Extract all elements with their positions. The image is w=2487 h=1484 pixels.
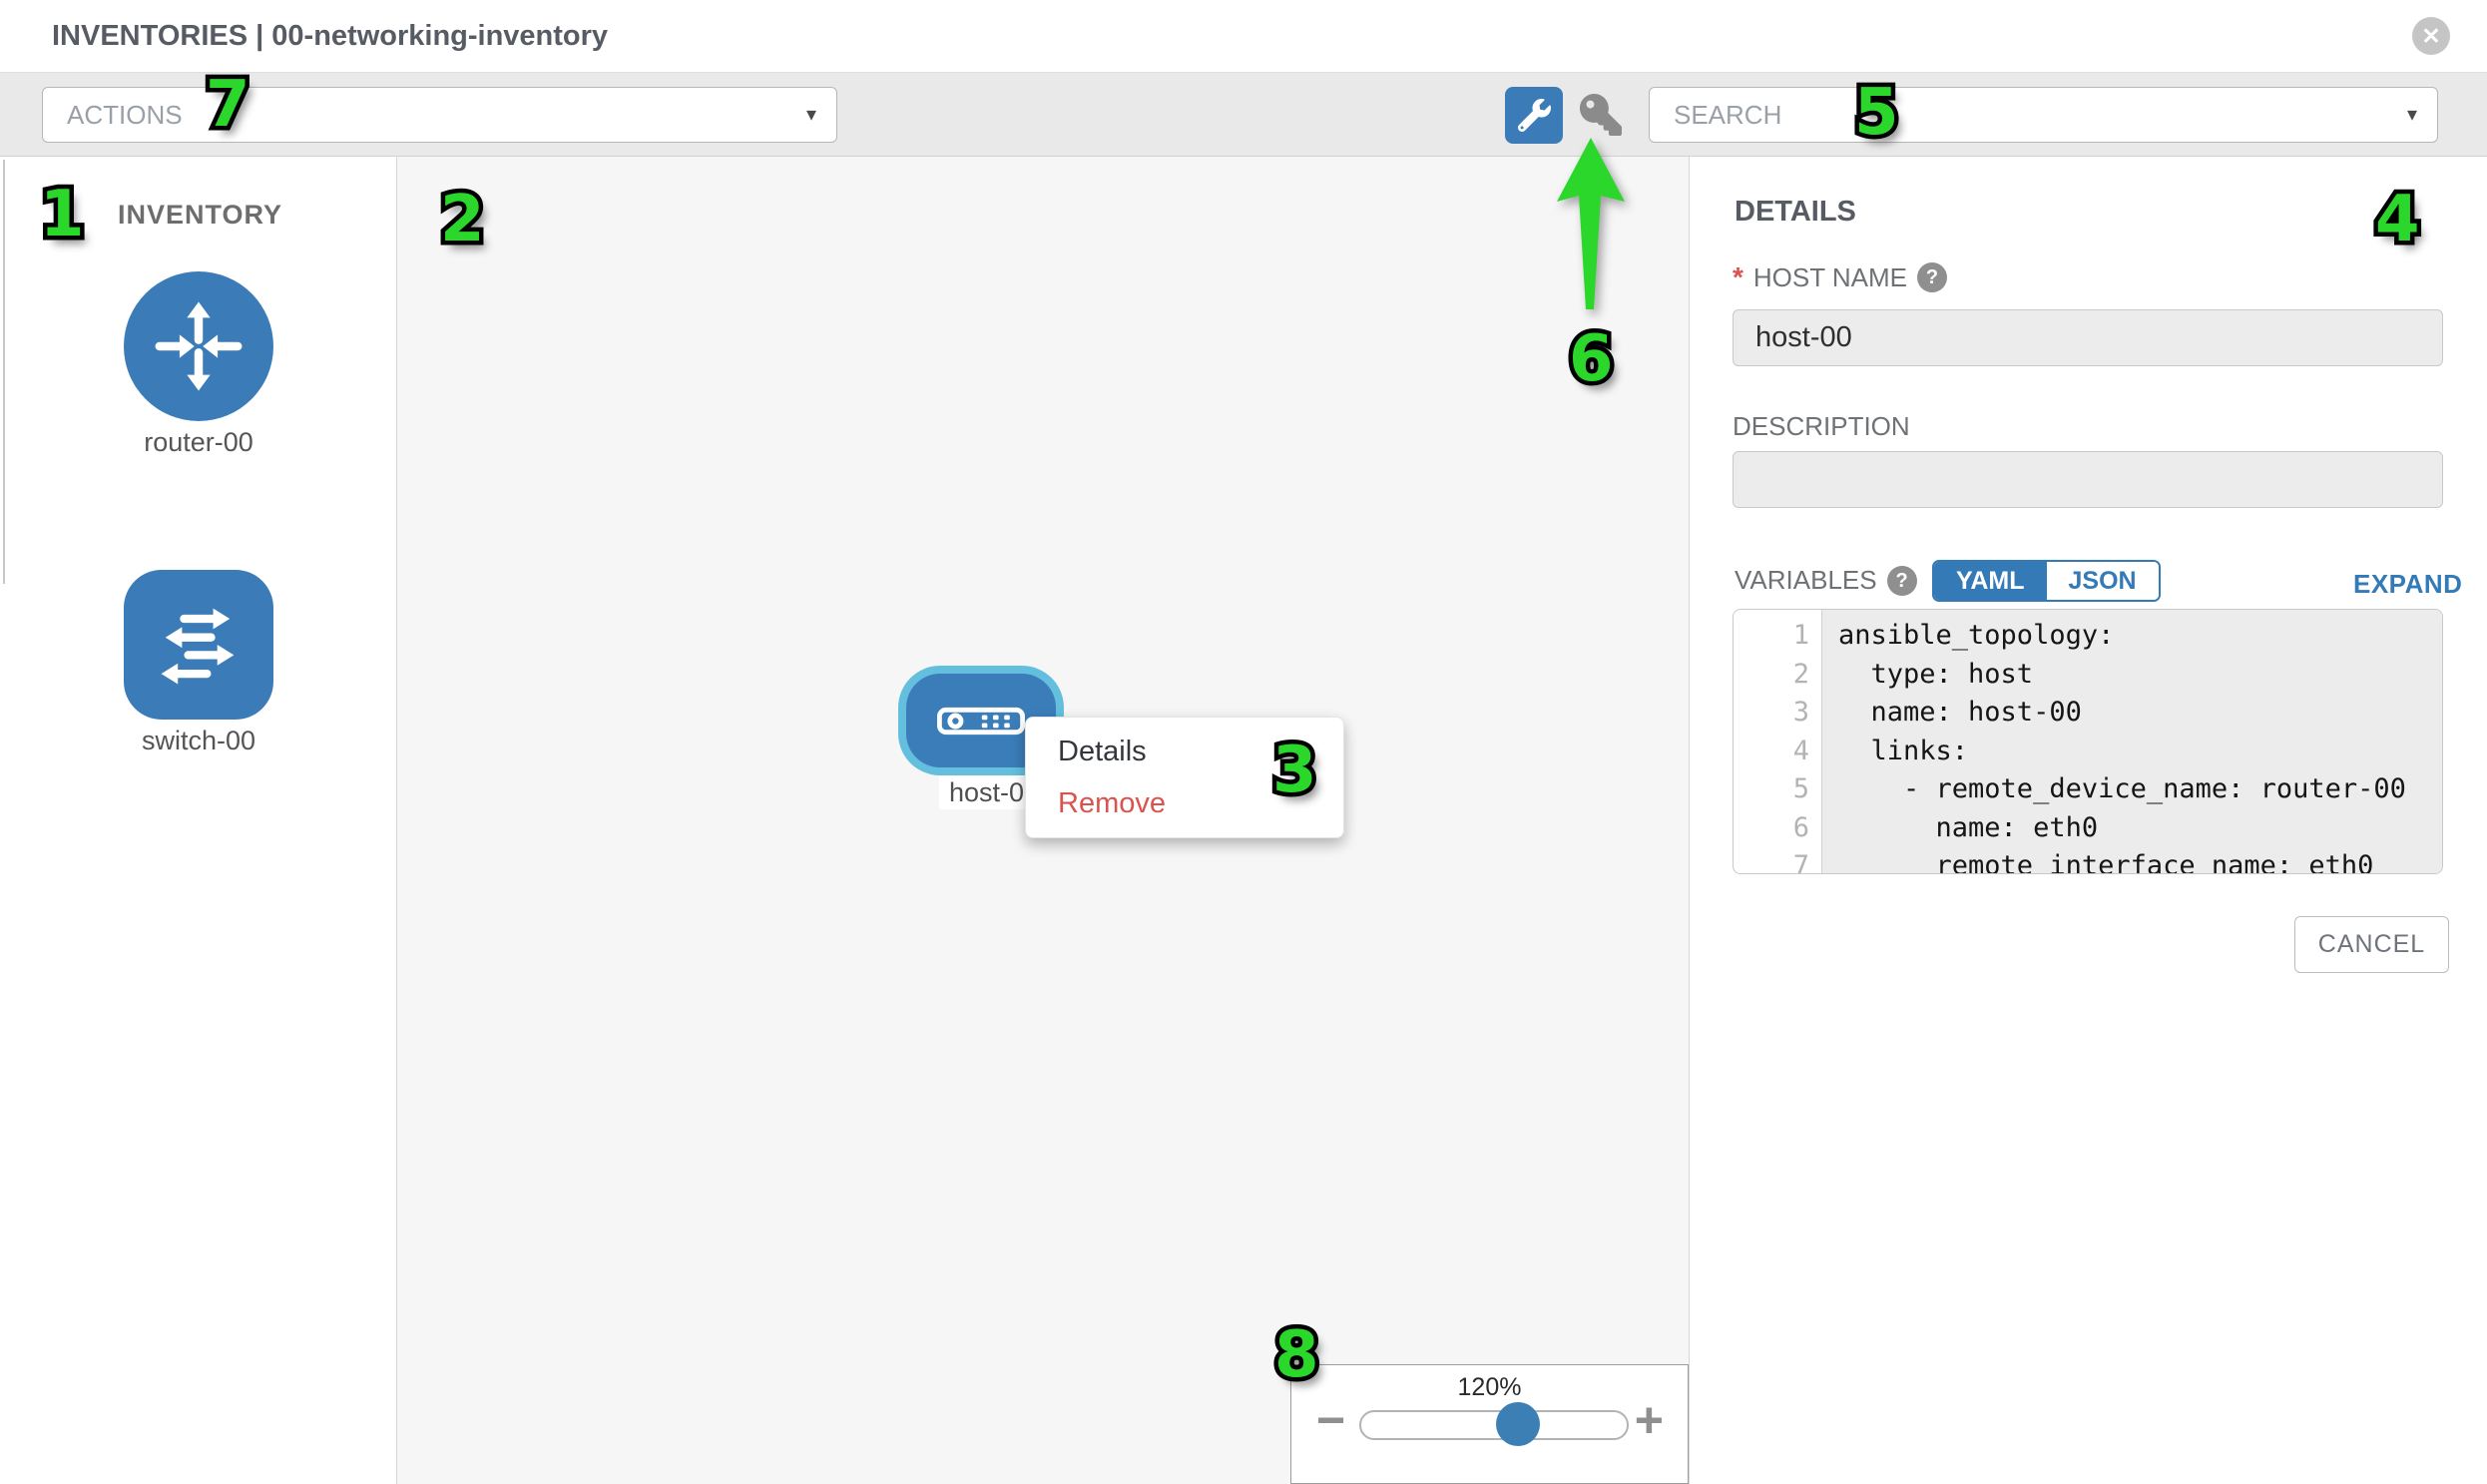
- router-icon: [146, 293, 251, 399]
- annotation-5: 5: [1850, 76, 1903, 150]
- help-icon[interactable]: ?: [1917, 262, 1948, 292]
- line-number: 4: [1792, 735, 1809, 766]
- code-gutter-divider: [1821, 610, 1822, 873]
- code-line-numbers: 1 2 3 4 5 6 7: [1734, 617, 1809, 874]
- cancel-button[interactable]: CANCEL: [2294, 916, 2449, 973]
- palette-item-switch-label: switch-00: [141, 726, 256, 755]
- code-line: links:: [1838, 735, 1969, 766]
- code-line: remote_interface_name: eth0: [1838, 850, 2374, 874]
- line-number: 6: [1792, 811, 1809, 843]
- code-line: - remote_device_name: router-00: [1838, 773, 2406, 804]
- host-name-input-value: host-00: [1755, 321, 1852, 353]
- inventory-palette-title: INVENTORY: [118, 200, 283, 230]
- context-menu-item-details[interactable]: Details: [1058, 736, 1147, 767]
- host-name-label-row: * HOST NAME ?: [1733, 261, 1948, 293]
- details-panel-title: DETAILS: [1735, 196, 1856, 228]
- variables-code-editor[interactable]: 1 2 3 4 5 6 7 ansible_topology: type: ho…: [1733, 609, 2443, 874]
- zoom-slider-track[interactable]: [1359, 1410, 1629, 1440]
- close-icon[interactable]: ✕: [2412, 17, 2450, 55]
- variables-label: VARIABLES: [1735, 565, 1877, 595]
- actions-dropdown-placeholder: ACTIONS: [67, 100, 183, 130]
- sidebar-scrollbar[interactable]: [3, 160, 5, 584]
- toggle-yaml-button[interactable]: YAML: [1934, 562, 2047, 600]
- wrench-icon: [1517, 99, 1551, 132]
- code-line: name: host-00: [1838, 697, 2082, 728]
- code-editor-background: [1822, 610, 2442, 873]
- annotation-1: 1: [36, 178, 89, 251]
- annotation-8: 8: [1270, 1318, 1323, 1392]
- switch-icon: [147, 593, 250, 697]
- toggle-json-button[interactable]: JSON: [2046, 562, 2159, 600]
- actions-dropdown[interactable]: ACTIONS ▾: [42, 87, 837, 143]
- search-dropdown-placeholder: SEARCH: [1674, 100, 1782, 130]
- line-number: 7: [1792, 850, 1809, 874]
- palette-item-router-label: router-00: [144, 427, 253, 457]
- node-context-menu: Details Remove: [1025, 717, 1344, 838]
- search-dropdown[interactable]: SEARCH ▾: [1649, 87, 2438, 143]
- zoom-slider-thumb[interactable]: [1496, 1402, 1540, 1446]
- variables-label-row: VARIABLES ?: [1735, 565, 1917, 596]
- expand-link[interactable]: EXPAND: [2353, 569, 2463, 599]
- required-asterisk: *: [1733, 261, 1743, 292]
- annotation-3: 3: [1268, 734, 1321, 807]
- palette-item-router[interactable]: [124, 271, 273, 421]
- header-bar: INVENTORIES | 00-networking-inventory ✕: [0, 0, 2487, 72]
- zoom-out-icon[interactable]: −: [1316, 1392, 1346, 1448]
- annotation-arrow-up-icon: [1555, 136, 1627, 315]
- zoom-in-icon[interactable]: +: [1634, 1392, 1664, 1448]
- chevron-down-icon: ▾: [2406, 104, 2417, 126]
- zoom-level-value: 120%: [1457, 1373, 1522, 1401]
- line-number: 2: [1792, 658, 1809, 690]
- context-menu-item-remove[interactable]: Remove: [1058, 787, 1166, 819]
- key-icon: [1580, 94, 1622, 136]
- wrench-button[interactable]: [1505, 87, 1563, 144]
- line-number: 3: [1792, 697, 1809, 728]
- description-label: DESCRIPTION: [1733, 411, 1910, 441]
- annotation-4: 4: [2371, 183, 2424, 256]
- annotation-6: 6: [1565, 322, 1618, 396]
- variables-format-toggle: YAML JSON: [1932, 560, 2161, 602]
- code-content: ansible_topology: type: host name: host-…: [1838, 617, 2406, 874]
- chevron-down-icon: ▾: [805, 104, 816, 126]
- description-input[interactable]: [1733, 451, 2443, 508]
- host-name-label: HOST NAME: [1752, 261, 1908, 292]
- palette-item-switch[interactable]: [124, 570, 273, 720]
- host-name-input[interactable]: host-00: [1733, 309, 2443, 366]
- code-line: type: host: [1838, 658, 2034, 690]
- host-icon: [937, 707, 1025, 736]
- code-line: name: eth0: [1838, 811, 2099, 843]
- annotation-2: 2: [436, 183, 489, 256]
- help-icon[interactable]: ?: [1886, 565, 1917, 596]
- zoom-control: 120% − +: [1290, 1364, 1689, 1484]
- annotation-7: 7: [202, 68, 254, 142]
- line-number: 5: [1792, 773, 1809, 804]
- page-title: INVENTORIES | 00-networking-inventory: [52, 20, 609, 52]
- line-number: 1: [1792, 620, 1809, 651]
- key-button[interactable]: [1575, 88, 1627, 142]
- code-line: ansible_topology:: [1838, 620, 2115, 651]
